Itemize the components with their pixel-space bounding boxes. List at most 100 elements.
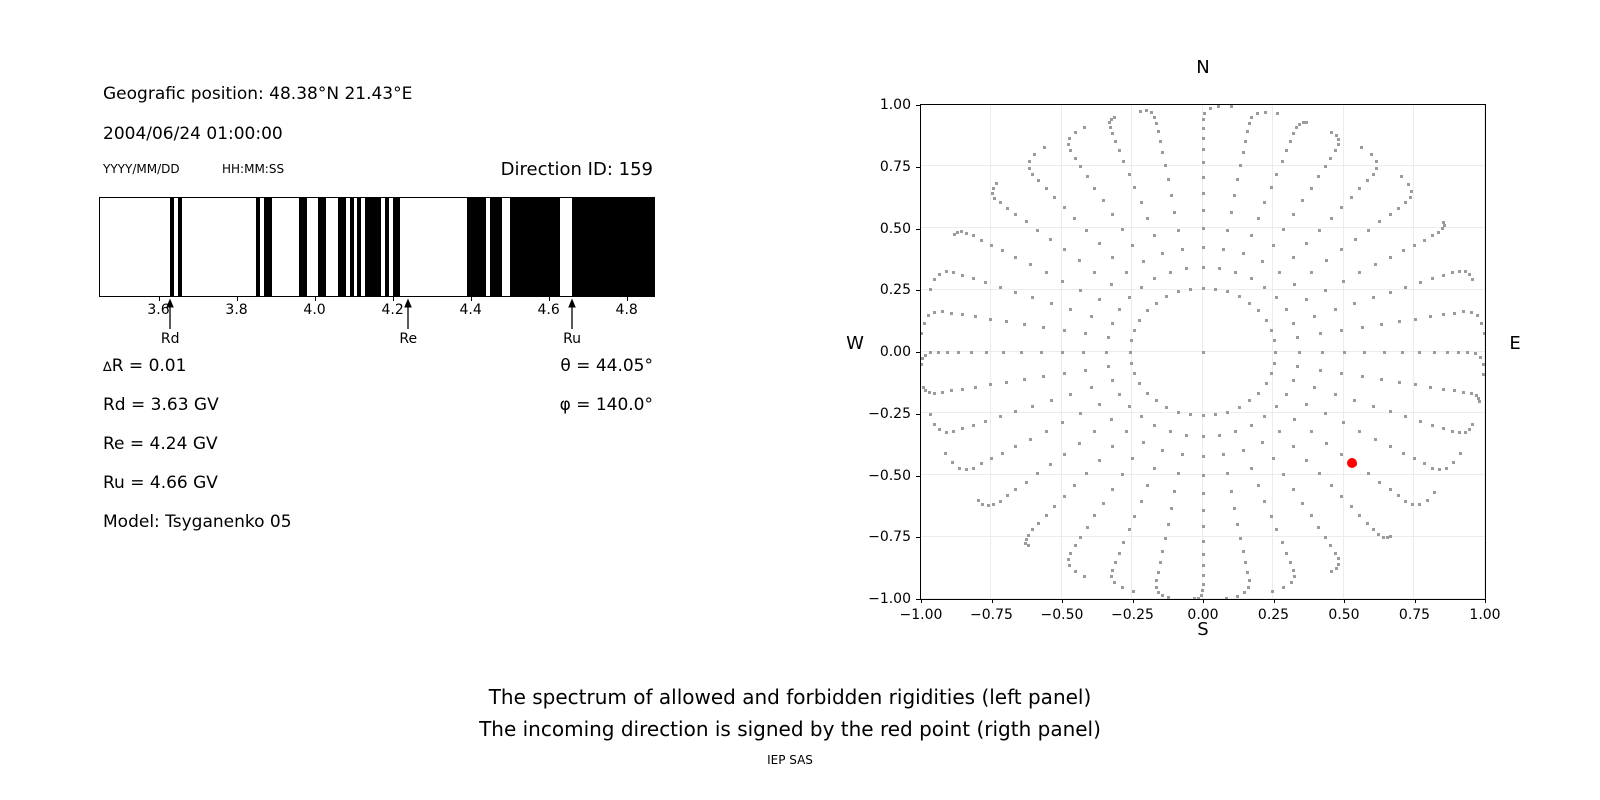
direction-dot (1093, 186, 1097, 190)
direction-dot (1282, 473, 1286, 477)
forbidden-band (384, 198, 389, 296)
direction-dot (1120, 473, 1124, 477)
direction-dot (1127, 296, 1131, 300)
direction-dot (1026, 533, 1030, 537)
direction-dot (1247, 585, 1251, 589)
y-tick-label: −0.50 (868, 467, 911, 484)
direction-dot (1201, 434, 1205, 438)
direction-dot (1292, 445, 1296, 449)
direction-dot (1093, 429, 1097, 433)
direction-dot (1062, 248, 1066, 252)
direction-dot (1270, 372, 1274, 376)
direction-dot (1414, 317, 1418, 321)
direction-dot (1301, 120, 1305, 124)
direction-dot (1110, 283, 1114, 287)
direction-dot (1234, 271, 1238, 275)
direction-dot (1397, 494, 1401, 498)
direction-dot (1083, 574, 1087, 578)
direction-dot (1014, 213, 1018, 216)
direction-dot (926, 314, 930, 318)
direction-dot (965, 231, 969, 235)
direction-dot (921, 362, 923, 366)
direction-dot (1014, 445, 1018, 449)
direction-dot (1201, 454, 1205, 458)
direction-dot (1163, 164, 1167, 168)
direction-dot (1430, 277, 1434, 281)
direction-dot (1241, 151, 1245, 155)
direction-dot (1341, 421, 1345, 425)
direction-dot (1201, 136, 1205, 140)
direction-dot (1153, 466, 1157, 470)
direction-dot (1146, 217, 1150, 221)
direction-dot (1053, 195, 1056, 199)
direction-dot (1273, 361, 1277, 365)
direction-dot (1329, 544, 1333, 548)
direction-dot (1139, 285, 1143, 289)
direction-dot (1201, 148, 1205, 152)
direction-dot (1269, 514, 1273, 518)
direction-dot (1073, 216, 1077, 220)
direction-dot (1062, 371, 1066, 375)
direction-dot (1069, 392, 1072, 396)
direction-dot (1340, 452, 1344, 456)
direction-dot (1304, 402, 1308, 406)
direction-dot (1482, 363, 1485, 367)
ru-marker-label: Ru (563, 331, 582, 347)
direction-dot (1048, 238, 1052, 242)
direction-dot (1237, 405, 1241, 409)
direction-dot (1445, 350, 1449, 354)
direction-dot (1108, 121, 1112, 125)
x-tick-label: 4.6 (537, 302, 560, 318)
direction-dot (945, 270, 948, 274)
direction-dot (1245, 570, 1249, 574)
direction-dot (1272, 457, 1275, 461)
direction-dot (1044, 429, 1048, 433)
direction-dot (1155, 585, 1159, 589)
direction-dot (1117, 392, 1121, 396)
direction-dot (1397, 320, 1401, 324)
direction-dot (1288, 140, 1292, 144)
x-tick-label: 3.6 (147, 302, 170, 318)
direction-dot (957, 350, 961, 354)
direction-dot (1430, 466, 1434, 470)
direction-dot (1292, 213, 1296, 216)
direction-dot (1201, 208, 1205, 212)
direction-dot (1077, 259, 1081, 263)
direction-dot (1401, 249, 1405, 253)
direction-dot (991, 191, 995, 195)
direction-dot (1177, 472, 1180, 476)
direction-dot (1442, 224, 1446, 228)
direction-dot (1002, 350, 1006, 354)
direction-dot (1028, 263, 1032, 267)
direction-dot (1296, 335, 1300, 339)
direction-dot (1014, 410, 1018, 414)
direction-dot (1225, 228, 1229, 232)
direction-dot (1129, 361, 1133, 365)
direction-dot (1133, 186, 1137, 190)
direction-dot (1036, 228, 1039, 232)
direction-dot (1442, 387, 1445, 391)
direction-dot (949, 311, 953, 315)
direction-dot (1430, 234, 1434, 238)
direction-dot (1218, 433, 1222, 437)
direction-dot (1139, 415, 1143, 419)
direction-dot (1378, 480, 1382, 484)
direction-dot (1380, 322, 1383, 326)
direction-dot (1248, 399, 1252, 403)
direction-dot (1085, 175, 1089, 179)
direction-dot (1234, 429, 1238, 433)
direction-dot (1084, 472, 1088, 476)
direction-dot (1201, 118, 1205, 122)
compass-south-label: S (1197, 619, 1209, 640)
forbidden-band (490, 198, 502, 296)
direction-dot (1249, 466, 1253, 470)
direction-dot (1097, 241, 1101, 245)
direction-dot (1031, 528, 1035, 532)
direction-dot (994, 182, 998, 186)
direction-dot (1084, 368, 1088, 372)
direction-dot (1388, 410, 1392, 414)
direction-dot (1024, 541, 1028, 545)
direction-dot (1280, 160, 1284, 164)
direction-dot (1166, 522, 1170, 526)
direction-dot (1309, 186, 1313, 190)
